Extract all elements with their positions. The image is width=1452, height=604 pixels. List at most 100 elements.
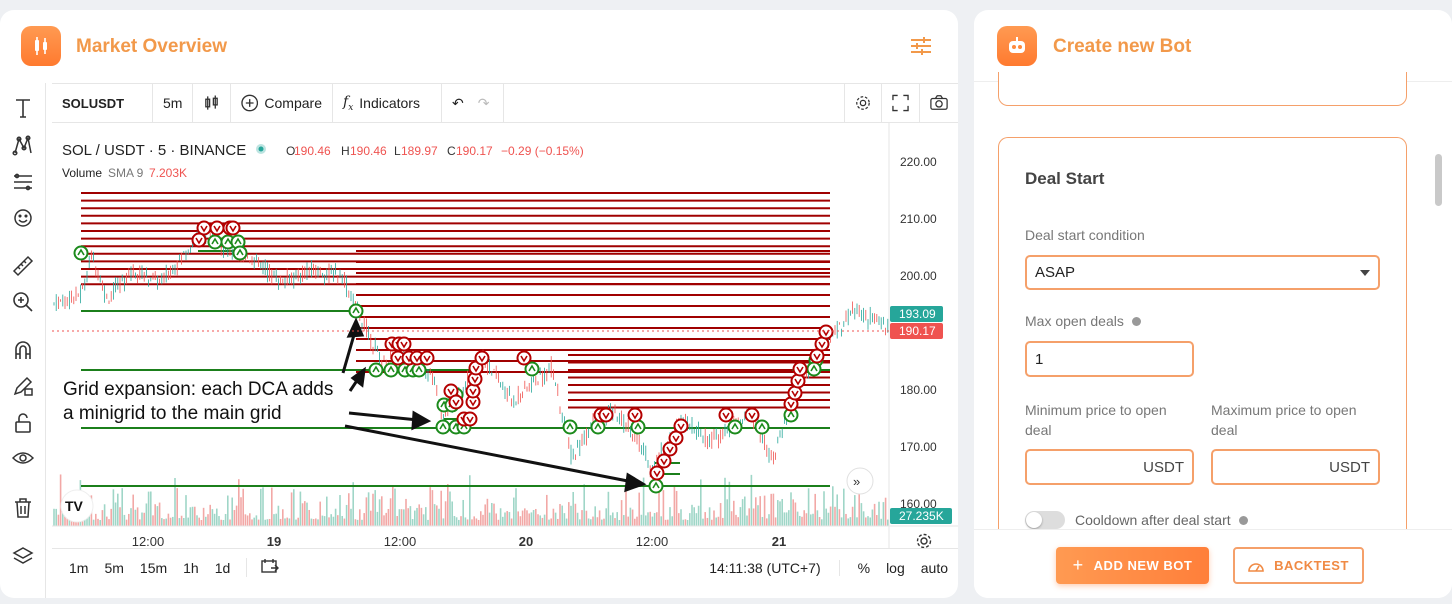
volume-bar — [572, 491, 574, 526]
volume-bar — [312, 519, 315, 526]
volume-bar — [130, 508, 132, 526]
volume-bar — [656, 512, 658, 526]
redo-icon[interactable]: ↷ — [477, 94, 490, 111]
sell-order-marker — [792, 361, 808, 377]
volume-bar — [473, 516, 475, 526]
range-1m[interactable]: 1m — [69, 559, 89, 576]
layers-icon[interactable] — [12, 545, 34, 567]
lock-icon[interactable] — [12, 412, 34, 434]
chart-settings-icon[interactable] — [844, 84, 882, 122]
volume-bar — [66, 513, 68, 526]
volume-bar — [436, 505, 438, 526]
volume-bar — [700, 479, 702, 526]
pattern-tool-icon[interactable] — [12, 134, 34, 156]
volume-bar — [275, 513, 277, 526]
candle-type-icon[interactable] — [193, 84, 231, 122]
volume-bar — [264, 519, 266, 526]
volume-bar — [286, 517, 288, 526]
volume-bar — [625, 488, 627, 526]
price-chart[interactable]: Grid expansion: each DCA adds a minigrid… — [52, 123, 958, 548]
volume-bar — [350, 508, 352, 526]
eye-icon[interactable] — [11, 447, 35, 469]
axis-settings-icon[interactable] — [916, 533, 932, 548]
volume-bar — [796, 511, 799, 526]
svg-text:189.97: 189.97 — [401, 144, 438, 158]
add-new-bot-button[interactable]: + ADD NEW BOT — [1056, 547, 1209, 584]
emoji-tool-icon[interactable] — [12, 207, 34, 229]
volume-bar — [101, 510, 104, 526]
sell-order-marker — [787, 385, 803, 401]
range-1d[interactable]: 1d — [214, 559, 231, 576]
volume-bar — [818, 517, 821, 526]
volume-bar — [495, 513, 497, 526]
min-price-input[interactable]: USDT — [1025, 449, 1194, 485]
volume-bar — [739, 507, 742, 526]
volume-bar — [794, 502, 797, 526]
info-icon[interactable] — [1238, 516, 1248, 525]
volume-bar — [669, 507, 671, 526]
volume-bar — [737, 517, 739, 526]
max-price-input[interactable]: USDT — [1211, 449, 1380, 485]
deal-start-condition-select[interactable]: ASAP — [1025, 255, 1380, 290]
sell-order-marker — [662, 441, 678, 457]
info-icon[interactable] — [1131, 317, 1141, 326]
fib-tool-icon[interactable] — [12, 171, 34, 193]
volume-bar — [537, 514, 539, 526]
volume-bar — [262, 487, 264, 526]
volume-bar — [139, 519, 141, 526]
ruler-icon[interactable] — [12, 255, 34, 277]
backtest-button[interactable]: BACKTEST — [1233, 547, 1364, 584]
volume-bar — [246, 515, 249, 526]
volume-bar — [799, 515, 801, 526]
volume-bar — [614, 518, 616, 526]
scrollbar-thumb[interactable] — [1435, 154, 1442, 206]
zoom-in-icon[interactable] — [12, 291, 34, 313]
range-5m[interactable]: 5m — [104, 559, 124, 576]
magnet-icon[interactable] — [12, 339, 34, 361]
buy-order-marker — [411, 362, 427, 378]
interval-button[interactable]: 5m — [153, 84, 193, 122]
deal-start-card: Deal Start Deal start condition ASAP Max… — [998, 137, 1407, 557]
volume-bar — [563, 513, 566, 526]
volume-bar — [427, 519, 429, 526]
range-15m[interactable]: 15m — [139, 559, 168, 576]
volume-bar — [678, 513, 680, 526]
trash-icon[interactable] — [12, 497, 34, 519]
volume-bar — [315, 518, 317, 526]
volume-bar — [730, 511, 733, 526]
clock-label[interactable]: 14:11:38 (UTC+7) — [701, 559, 840, 576]
volume-bar — [849, 517, 852, 526]
sell-order-marker — [396, 336, 412, 352]
volume-badge-label: 27.235K — [899, 509, 944, 523]
range-1h[interactable]: 1h — [183, 559, 199, 576]
cooldown-toggle[interactable] — [1025, 511, 1065, 529]
percent-toggle[interactable]: % — [857, 559, 871, 576]
volume-bar — [110, 508, 112, 526]
camera-icon[interactable] — [920, 84, 958, 122]
volume-bar — [361, 519, 363, 526]
tradingview-logo[interactable]: TV — [60, 489, 94, 523]
goto-date-icon[interactable] — [246, 558, 287, 577]
symbol-button[interactable]: SOLUSDT — [52, 84, 153, 122]
svg-text:»: » — [853, 474, 860, 489]
settings-sliders-icon[interactable] — [910, 36, 932, 56]
volume-bar — [702, 518, 704, 526]
compare-button[interactable]: Compare — [231, 84, 333, 122]
annotation-arrows — [341, 317, 647, 493]
volume-bar — [715, 517, 717, 526]
volume-bar — [620, 500, 623, 526]
scroll-to-latest-button[interactable]: » — [846, 467, 874, 495]
pencil-lock-icon[interactable] — [12, 375, 34, 397]
compare-label: Compare — [264, 95, 322, 111]
volume-bar — [840, 517, 843, 526]
sell-order-marker — [465, 383, 481, 399]
volume-bar — [779, 501, 781, 526]
indicators-button[interactable]: fx Indicators — [333, 84, 442, 122]
log-toggle[interactable]: log — [886, 559, 905, 576]
volume-bar — [477, 519, 480, 526]
undo-icon[interactable]: ↶ — [452, 94, 464, 111]
text-tool-icon[interactable] — [12, 97, 34, 119]
max-open-deals-input[interactable]: 1 — [1025, 341, 1194, 377]
fullscreen-icon[interactable] — [882, 84, 920, 122]
auto-toggle[interactable]: auto — [920, 559, 948, 576]
